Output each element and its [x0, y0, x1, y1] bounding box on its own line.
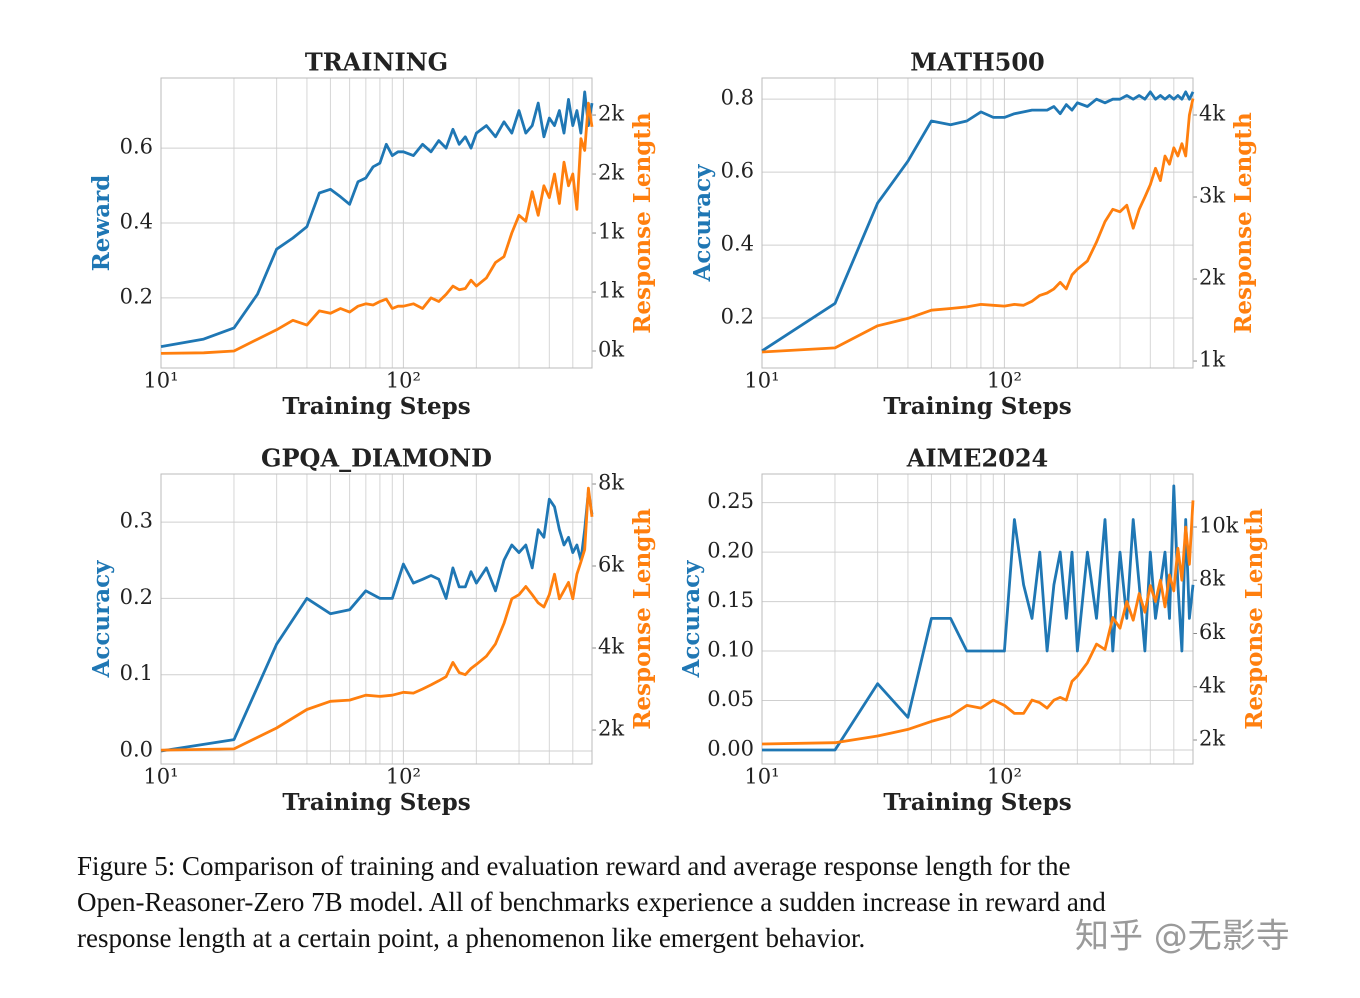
watermark: 知乎 @无影寺	[1075, 917, 1290, 957]
y2-axis-label: Response Length	[629, 112, 656, 334]
y-tick-label: 0.4	[120, 210, 153, 234]
x-axis-label: Training Steps	[883, 393, 1071, 420]
x-tick-label: 10¹	[143, 369, 178, 393]
y2-axis-label: Response Length	[1230, 112, 1257, 334]
y-axis-label: Accuracy	[88, 560, 115, 679]
series-line	[762, 484, 1195, 752]
y2-tick-label: 8k	[598, 471, 624, 495]
y-tick-label: 0.15	[707, 588, 754, 612]
y-tick-label: 0.2	[120, 585, 153, 609]
y-tick-label: 0.00	[707, 736, 754, 760]
y2-tick-label: 4k	[1199, 101, 1225, 125]
y-tick-label: 0.10	[707, 638, 754, 662]
y-tick-label: 0.6	[120, 135, 153, 159]
y-tick-label: 0.4	[721, 232, 754, 256]
y2-tick-label: 1k	[598, 220, 624, 244]
y2-tick-label: 0k	[598, 338, 624, 362]
plot-frame	[761, 473, 1194, 765]
y2-tick-label: 2k	[598, 717, 624, 741]
series-line	[761, 500, 1195, 746]
y2-tick-label: 2k	[598, 102, 624, 126]
x-axis-label: Training Steps	[282, 393, 470, 420]
caption-line: Figure 5: Comparison of training and eva…	[77, 851, 1070, 881]
y-tick-label: 0.25	[707, 489, 754, 513]
y-tick-label: 0.0	[120, 738, 153, 762]
series-line	[761, 98, 1195, 354]
y2-tick-label: 3k	[1199, 184, 1225, 208]
y2-tick-label: 1k	[1199, 348, 1225, 372]
x-axis-label: Training Steps	[282, 789, 470, 816]
chart-title: TRAINING	[305, 48, 448, 77]
y2-tick-label: 4k	[1199, 673, 1225, 697]
y-tick-label: 0.3	[120, 509, 153, 533]
y2-tick-label: 2k	[1199, 266, 1225, 290]
chart-title: AIME2024	[906, 444, 1049, 473]
caption-line: response length at a certain point, a ph…	[77, 923, 865, 953]
series-line	[160, 101, 594, 355]
y2-tick-label: 1k	[598, 279, 624, 303]
y2-tick-label: 6k	[1199, 620, 1225, 644]
y2-axis-label: Response Length	[1241, 508, 1268, 730]
x-tick-label: 10¹	[744, 765, 779, 789]
y-tick-label: 0.05	[707, 687, 754, 711]
y-tick-label: 0.20	[707, 539, 754, 563]
y-tick-label: 0.8	[721, 86, 754, 110]
series-line	[761, 90, 1195, 353]
y-axis-label: Accuracy	[689, 164, 716, 283]
y2-tick-label: 10k	[1199, 513, 1239, 537]
plot-frame	[160, 77, 593, 369]
series-line	[160, 490, 594, 753]
y-tick-label: 0.2	[120, 284, 153, 308]
series-line	[160, 90, 594, 348]
y-axis-label: Accuracy	[678, 560, 705, 679]
plot-frame	[160, 473, 593, 765]
x-tick-label: 10²	[987, 369, 1022, 393]
y-tick-label: 0.6	[721, 159, 754, 183]
chart-title: GPQA_DIAMOND	[261, 444, 492, 473]
y2-tick-label: 4k	[598, 635, 624, 659]
x-axis-label: Training Steps	[883, 789, 1071, 816]
y-tick-label: 0.2	[721, 305, 754, 329]
y2-tick-label: 6k	[598, 553, 624, 577]
x-tick-label: 10²	[386, 369, 421, 393]
x-tick-label: 10²	[386, 765, 421, 789]
y2-tick-label: 8k	[1199, 567, 1225, 591]
x-tick-label: 10¹	[143, 765, 178, 789]
y-tick-label: 0.1	[120, 661, 153, 685]
series-line	[160, 486, 594, 752]
y2-tick-label: 2k	[598, 161, 624, 185]
chart-title: MATH500	[910, 48, 1045, 77]
x-tick-label: 10²	[987, 765, 1022, 789]
x-tick-label: 10¹	[744, 369, 779, 393]
plot-frame	[761, 77, 1194, 369]
y-axis-label: Reward	[88, 175, 115, 272]
caption-line: Open-Reasoner-Zero 7B model. All of benc…	[77, 887, 1106, 917]
y2-tick-label: 2k	[1199, 727, 1225, 751]
y2-axis-label: Response Length	[629, 508, 656, 730]
